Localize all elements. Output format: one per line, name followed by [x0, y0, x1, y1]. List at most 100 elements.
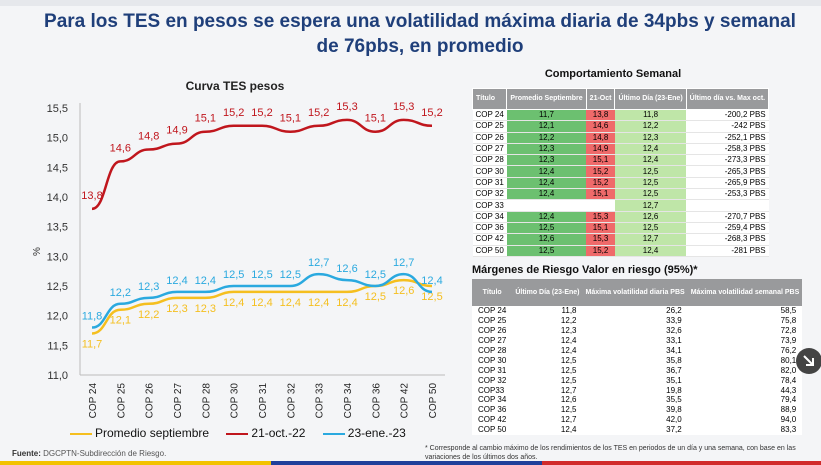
table2-cell: 58,5 — [780, 306, 797, 316]
table1-cell: 15,3 — [586, 211, 615, 223]
data-label: 12,4 — [308, 297, 329, 309]
table1-cell: 12,1 — [506, 120, 587, 133]
legend-label: Promedio septiembre — [95, 426, 210, 440]
y-tick-label: 14,0 — [47, 192, 68, 204]
table2-header: Máxima volatilidad diaria PBS — [582, 279, 688, 306]
table2-cell: 12,4 — [560, 425, 577, 435]
table1-cell — [506, 199, 587, 212]
table1-cell: COP 24 — [472, 109, 507, 122]
table1-header: Último Día (23-Ene) — [614, 88, 687, 110]
table1-cell: -273,3 PBS — [686, 154, 769, 167]
chart-legend: Promedio septiembre 21-oct.-22 23-ene.-2… — [70, 426, 420, 440]
table1-header: 21-Oct — [585, 88, 616, 110]
data-label: 15,1 — [365, 113, 386, 125]
table1-row: COP 32 12,4 15,1 12,5 -253,3 PBS — [472, 188, 769, 201]
legend-label: 21-oct.-22 — [251, 426, 306, 440]
table2-row: COP 32 12,5 35,1 78,4 — [472, 375, 802, 385]
table2-cell: 12,7 — [560, 415, 577, 425]
table1-cell: COP 28 — [472, 154, 507, 167]
page-title: Para los TES en pesos se espera una vola… — [44, 11, 796, 57]
table1-cell: -258,3 PBS — [686, 143, 769, 156]
table1-cell: -265,9 PBS — [686, 177, 769, 190]
table2-row: COP 28 12,4 34,1 76,2 — [472, 346, 802, 356]
table2-row: COP 26 12,3 32,6 72,8 — [472, 326, 802, 336]
x-tick-label: COP 27 — [173, 383, 184, 419]
top-strip — [0, 0, 821, 6]
table1-cell: 12,3 — [614, 132, 687, 144]
data-label: 11,7 — [82, 338, 103, 350]
table2-cell: 37,2 — [666, 425, 682, 435]
table2-cell: COP 25 — [478, 316, 507, 326]
table1-cell: 12,5 — [614, 165, 687, 178]
table2-row: COP 50 12,4 37,2 83,3 — [472, 425, 802, 435]
table1-cell: 12,3 — [506, 154, 587, 167]
data-label: 12,7 — [393, 257, 414, 269]
table1-cell: 12,2 — [506, 132, 587, 144]
source-label: Fuente: — [12, 449, 41, 458]
table2-cell: COP33 — [478, 385, 505, 395]
table1-cell: COP 33 — [472, 199, 507, 212]
table2-cell: 78,4 — [780, 375, 797, 385]
table1-cell: 12,6 — [506, 233, 587, 246]
y-tick-label: 12,5 — [47, 281, 68, 293]
table1-header: Último día vs. Max oct. — [685, 88, 770, 110]
flag-color-bar — [0, 461, 821, 465]
data-label: 12,4 — [336, 297, 357, 309]
legend-swatch — [70, 432, 92, 435]
table1-cell: COP 31 — [472, 177, 507, 190]
table1-cell: COP 25 — [472, 120, 507, 133]
data-label: 12,4 — [223, 297, 244, 309]
table1-cell: 12,5 — [506, 222, 587, 235]
table2-row: COP 34 12,6 35,5 79,4 — [472, 395, 802, 405]
series-line — [91, 118, 433, 211]
table2-cell: 35,8 — [666, 355, 682, 365]
table1-cell: 14,6 — [586, 120, 615, 133]
data-label: 15,3 — [336, 101, 357, 113]
data-label: 15,2 — [308, 107, 329, 119]
table1-cell: COP 26 — [472, 132, 507, 144]
table2-row: COP 27 12,4 33,1 73,9 — [472, 336, 802, 346]
legend-label: 23-ene.-23 — [347, 426, 406, 440]
table1-cell: COP 30 — [472, 165, 507, 178]
data-label: 12,6 — [393, 285, 414, 297]
table2-cell: 35,5 — [666, 395, 682, 405]
data-label: 12,4 — [251, 297, 272, 309]
table1-row: COP 42 12,6 15,3 12,7 -268,3 PBS — [472, 233, 769, 246]
data-label: 12,6 — [336, 263, 357, 275]
table1-row: COP 24 11,7 13,8 11,8 -200,2 PBS — [472, 109, 769, 122]
table1-cell: COP 42 — [472, 233, 507, 246]
table1-cell: 12,4 — [506, 165, 587, 178]
table2-cell: 12,6 — [560, 395, 577, 405]
x-tick-label: COP 31 — [258, 383, 269, 419]
table1-cell: 13,8 — [586, 109, 615, 122]
data-label: 12,5 — [421, 291, 442, 303]
weekly-behavior-table: Título Promedio Septiembre 21-Oct Último Dí… — [471, 88, 770, 257]
table1-row: COP 33 12,7 — [472, 199, 769, 212]
table1-row: COP 26 12,2 14,8 12,3 -252,1 PBS — [472, 132, 769, 144]
data-label: 15,1 — [280, 113, 301, 125]
table2-cell: 12,2 — [560, 316, 577, 326]
x-tick-label: COP 36 — [371, 383, 382, 419]
table2-cell: 94,0 — [780, 415, 797, 425]
x-tick-label: COP 24 — [88, 383, 99, 419]
data-label: 12,5 — [365, 291, 386, 303]
table2-cell: COP 34 — [478, 395, 507, 405]
source-text: DGCPTN-Subdirección de Riesgo. — [43, 449, 167, 458]
table1-cell: 12,4 — [506, 177, 587, 190]
y-tick-label: 15,5 — [47, 103, 68, 115]
data-label: 12,2 — [138, 309, 159, 321]
table1-header: Título — [471, 88, 508, 110]
data-label: 12,1 — [110, 315, 131, 327]
data-label: 15,1 — [195, 113, 216, 125]
table1-cell: 15,3 — [586, 233, 615, 246]
next-slide-button[interactable] — [796, 348, 821, 374]
table2-cell: 72,8 — [780, 326, 797, 336]
table1-cell: -281 PBS — [686, 245, 769, 257]
x-tick-label: COP 34 — [343, 383, 354, 419]
data-label: 12,5 — [251, 269, 272, 281]
data-label: 15,3 — [393, 101, 414, 113]
table2-cell: 80,1 — [780, 355, 797, 365]
table2-cell: 12,5 — [560, 355, 577, 365]
table1-cell: 12,7 — [614, 199, 687, 212]
data-label: 12,5 — [280, 269, 301, 281]
